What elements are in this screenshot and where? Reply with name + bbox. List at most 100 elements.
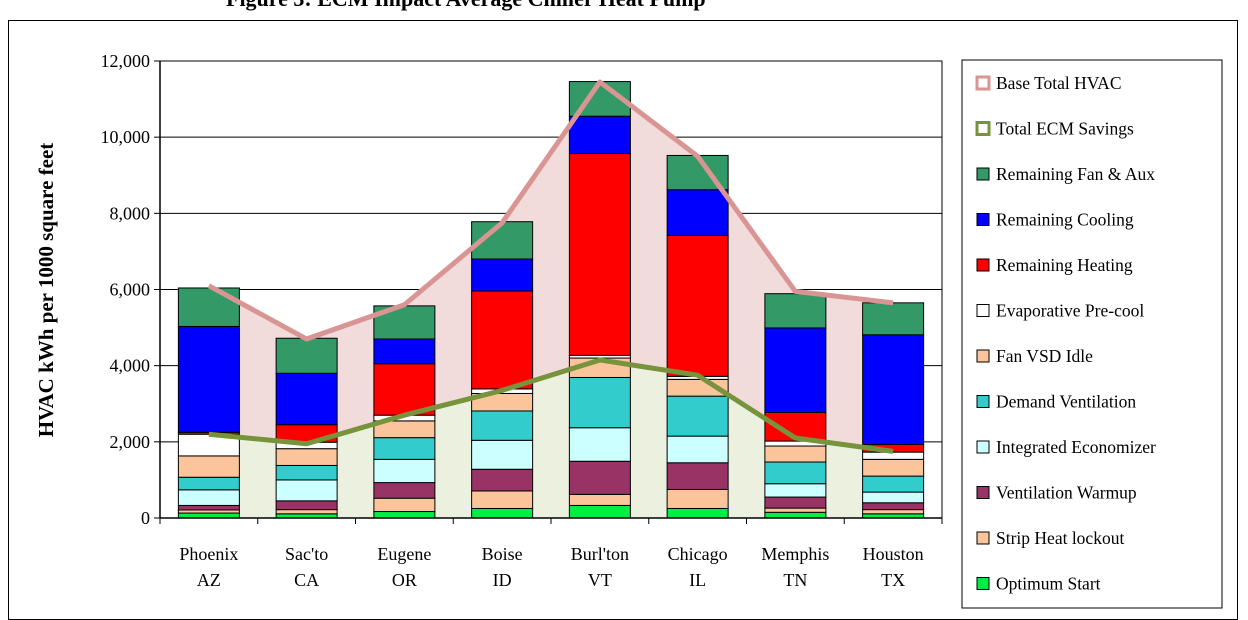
- bar-segment: [568, 153, 631, 356]
- bar-segment: [177, 504, 240, 511]
- legend-label: Remaining Fan & Aux: [996, 164, 1155, 184]
- bar-segment: [764, 293, 827, 329]
- bar-segment: [275, 337, 338, 374]
- bar-segment: [568, 504, 631, 519]
- bar-segment: [666, 234, 729, 377]
- bar-segment: [471, 468, 534, 492]
- y-tick-label: 4,000: [110, 356, 151, 376]
- bar-segment: [275, 448, 338, 466]
- chart-title: Figure 3: ECM Impact Average Chiller Hea…: [226, 0, 706, 12]
- legend-swatch: [976, 349, 990, 363]
- legend-label: Remaining Heating: [996, 255, 1133, 275]
- x-tick-label: Houston: [863, 544, 924, 564]
- y-tick-label: 6,000: [110, 280, 151, 300]
- legend-swatch: [976, 258, 990, 272]
- bar-segment: [764, 327, 827, 414]
- x-tick-label: TN: [783, 570, 807, 590]
- bar-segment: [666, 189, 729, 236]
- bar-segment: [373, 482, 436, 499]
- legend-label: Evaporative Pre-cool: [996, 301, 1144, 321]
- bar-segment: [471, 439, 534, 470]
- x-tick-label: CA: [294, 570, 319, 590]
- legend-label: Base Total HVAC: [996, 73, 1122, 93]
- x-tick-label: Phoenix: [179, 544, 238, 564]
- x-tick-label: Burl'ton: [571, 544, 629, 564]
- bar-segment: [666, 488, 729, 509]
- bar-segment: [568, 427, 631, 462]
- bar-segment: [764, 507, 827, 513]
- bar-segment: [764, 461, 827, 485]
- bar-segment: [666, 462, 729, 490]
- bar-segment: [666, 435, 729, 464]
- x-tick-label: VT: [588, 570, 612, 590]
- x-tick-label: Chicago: [668, 544, 728, 564]
- bar-segment: [568, 460, 631, 495]
- bar-segment: [177, 476, 240, 491]
- bar-segment: [471, 490, 534, 509]
- x-tick-label: Memphis: [761, 544, 829, 564]
- legend-swatch: [975, 121, 991, 136]
- bar-segment: [275, 372, 338, 426]
- bar-segment: [568, 493, 631, 506]
- bar-segment: [177, 287, 240, 327]
- x-tick-label: Sac'to: [285, 544, 328, 564]
- legend-label: Total ECM Savings: [996, 119, 1134, 139]
- legend-label: Integrated Economizer: [996, 437, 1156, 457]
- y-tick-label: 8,000: [110, 203, 151, 223]
- bar-segment: [177, 489, 240, 506]
- y-tick-label: 0: [141, 508, 150, 528]
- legend-swatch: [975, 75, 991, 91]
- bar-segment: [666, 507, 729, 519]
- x-tick-label: AZ: [197, 570, 221, 590]
- bar-segment: [373, 338, 436, 365]
- legend-label: Ventilation Warmup: [996, 483, 1137, 503]
- y-axis-label: HVAC kWh per 1000 square feet: [34, 143, 58, 438]
- y-tick-label: 10,000: [101, 127, 151, 147]
- bar-segment: [764, 483, 827, 498]
- legend-label: Fan VSD Idle: [996, 346, 1093, 366]
- bar-segment: [764, 511, 827, 519]
- legend-box: [961, 59, 1223, 609]
- bar-segment: [764, 496, 827, 509]
- bar-segment: [862, 451, 925, 460]
- bar-segment: [275, 500, 338, 511]
- bar-segment: [471, 258, 534, 292]
- bar-segment: [275, 464, 338, 481]
- bar-segment: [568, 115, 631, 155]
- bar-segment: [471, 290, 534, 390]
- bar-segment: [862, 491, 925, 504]
- x-tick-label: TX: [881, 570, 905, 590]
- legend-label: Demand Ventilation: [996, 392, 1136, 412]
- legend-label: Strip Heat lockout: [996, 528, 1124, 548]
- x-tick-label: Eugene: [377, 544, 431, 564]
- bar-segment: [862, 334, 925, 445]
- bar-segment: [275, 509, 338, 515]
- bar-segment: [177, 455, 240, 478]
- x-tick-label: OR: [392, 570, 417, 590]
- series-line: [207, 79, 894, 342]
- series-line: [208, 357, 894, 454]
- bar-segment: [862, 475, 925, 493]
- bar-segment: [666, 395, 729, 437]
- legend-swatch: [976, 213, 990, 226]
- legend-swatch: [976, 304, 990, 317]
- legend-swatch: [976, 531, 990, 545]
- bar-segment: [373, 497, 436, 513]
- bar-segment: [373, 437, 436, 460]
- legend-swatch: [976, 577, 990, 590]
- bar-segment: [471, 507, 534, 519]
- legend-swatch: [976, 486, 990, 499]
- x-tick-label: ID: [493, 570, 512, 590]
- bar-segment: [862, 509, 925, 515]
- y-tick-label: 12,000: [101, 51, 151, 71]
- bar-segment: [862, 502, 925, 511]
- legend-label: Remaining Cooling: [996, 210, 1134, 230]
- x-tick-label: Boise: [482, 544, 523, 564]
- bar-segment: [568, 376, 631, 429]
- bar-segment: [862, 458, 925, 477]
- bar-segment: [862, 302, 925, 336]
- bar-segment: [471, 410, 534, 441]
- legend-swatch: [976, 440, 990, 454]
- x-tick-label: IL: [689, 570, 706, 590]
